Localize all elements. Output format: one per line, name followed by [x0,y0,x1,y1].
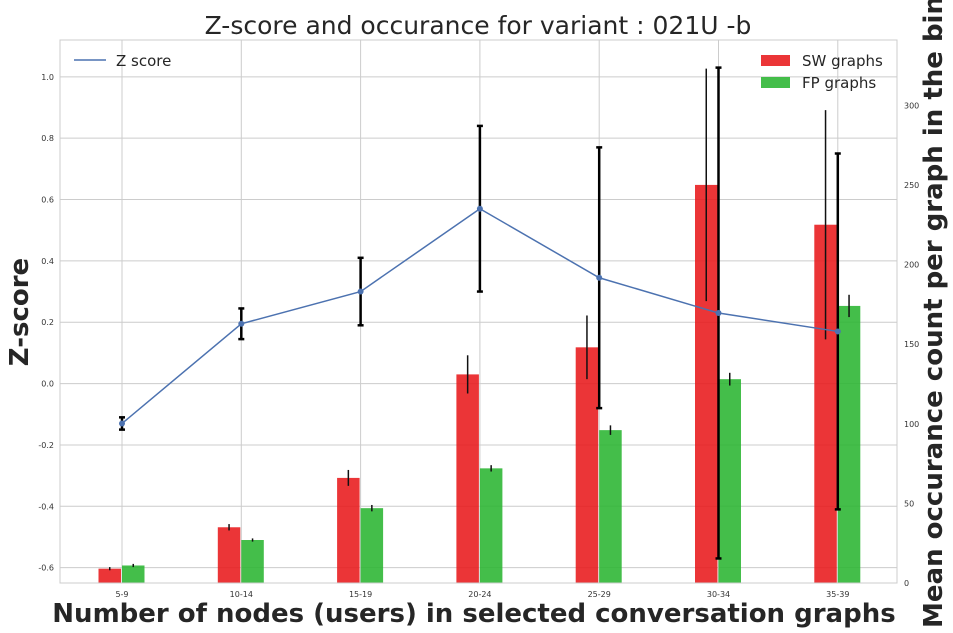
z-score-point [357,288,364,295]
x-tick-label: 10-14 [230,590,253,599]
z-score-line-layer [119,66,841,560]
y2-tick-label: 0 [904,579,909,588]
x-axis-label: Number of nodes (users) in selected conv… [52,599,895,629]
y2-axis-label: Mean occurance count per graph in the bi… [919,0,949,628]
legend-right: SW graphs FP graphs [761,52,883,92]
bars-layer [98,68,861,583]
chart-title: Z-score and occurance for variant : 021U… [205,11,752,40]
sw-bar [337,477,360,583]
y-tick-label: 0.8 [41,134,54,143]
z-score-point [476,205,483,212]
x-tick-label: 25-29 [588,590,611,599]
plot-frame [59,39,898,584]
y2-tick-label: 300 [904,101,919,110]
z-score-point [119,420,125,427]
y-tick-label: -0.2 [38,441,54,450]
y-tick-label: 1.0 [41,73,54,82]
sw-bar [98,568,121,583]
y-axis-label: Z-score [5,258,35,366]
y2-tick-label: 100 [904,420,919,429]
fp-bar [122,565,145,583]
legend-fp-swatch [761,77,790,88]
x-tick-label: 15-19 [349,590,372,599]
fp-bar [718,379,741,583]
x-tick-label: 35-39 [826,590,849,599]
legend-left: Z score [74,52,171,70]
y-tick-label: 0.6 [41,196,54,205]
y-tick-label: 0.4 [41,257,54,266]
y2-tick-label: 250 [904,181,919,190]
y-tick-label: -0.6 [38,564,54,573]
y-tick-label: -0.4 [38,502,54,511]
fp-bar [599,430,622,583]
fp-bar [479,468,503,583]
z-score-point [596,274,603,281]
y-tick-label: 0.0 [41,380,54,389]
legend-sw-label: SW graphs [802,52,883,70]
legend-fp-label: FP graphs [802,74,876,92]
fp-bar [241,540,264,583]
sw-bar [814,224,837,583]
sw-bar [456,374,479,583]
y2-tick-label: 200 [904,261,919,270]
z-score-point [238,320,245,327]
z-score-point [715,310,722,317]
z-score-point [834,328,841,335]
legend-sw-swatch [761,55,790,66]
fp-bar [837,305,861,583]
fp-bar [360,508,384,583]
x-tick-label: 30-34 [707,590,730,599]
sw-bar [695,184,718,583]
y2-tick-label: 50 [904,499,914,508]
x-tick-label: 5-9 [115,590,128,599]
legend-z-score-label: Z score [116,52,171,70]
y-tick-label: 0.2 [41,318,54,327]
ticks-layer: -0.6 -0.4 -0.2 0.0 0.2 0.4 0.6 0.8 1.0 0 50 100 150 2… [38,73,919,599]
x-tick-label: 20-24 [468,590,491,599]
y2-tick-label: 150 [904,340,919,349]
sw-bar [575,347,599,583]
sw-bar [217,527,241,583]
